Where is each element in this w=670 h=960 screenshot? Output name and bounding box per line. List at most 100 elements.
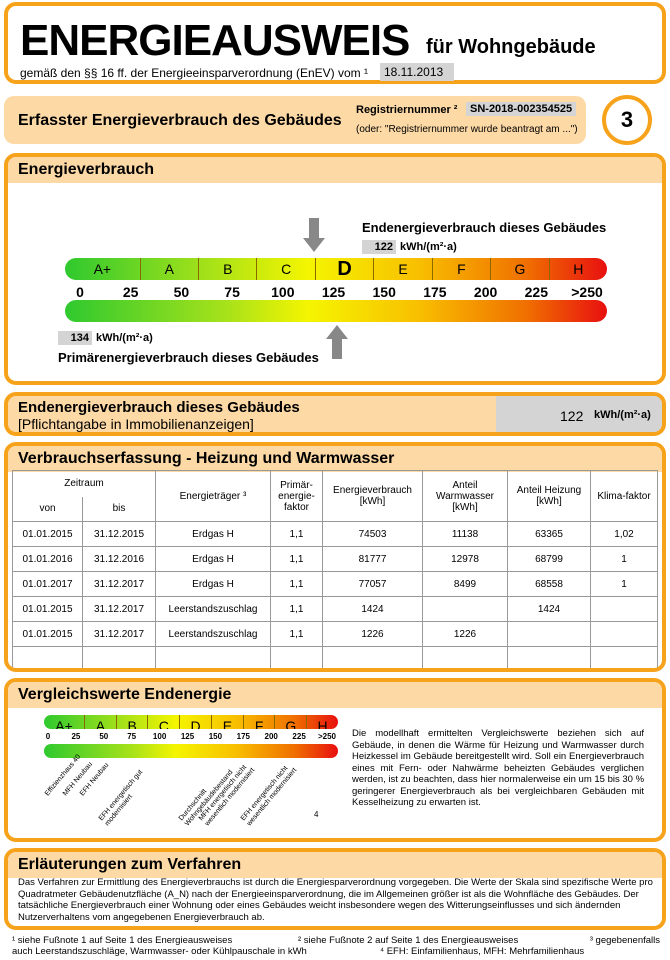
scale-tick: 225 bbox=[524, 284, 548, 300]
table-cell bbox=[590, 596, 658, 622]
table-cell: 1,1 bbox=[270, 596, 323, 622]
th-heizung: Anteil Heizung [kWh] bbox=[507, 470, 591, 522]
explanation-heading: Erläuterungen zum Verfahren bbox=[8, 852, 662, 878]
end-energy-box-subtitle: [Pflichtangabe in Immobilienanzeigen] bbox=[18, 416, 254, 432]
issue-date: 18.11.2013 bbox=[380, 63, 454, 81]
scale-tick: 75 bbox=[224, 284, 240, 300]
scale-tick: 25 bbox=[122, 284, 139, 300]
header-box: ENERGIEAUSWEIS für Wohngebäude gemäß den… bbox=[4, 2, 666, 84]
table-cell: Leerstandszuschlag bbox=[155, 621, 271, 647]
footnote-2: ² siehe Fußnote 2 auf Seite 1 des Energi… bbox=[298, 935, 519, 946]
energy-heading: Energieverbrauch bbox=[8, 157, 662, 183]
th-energietraeger: Energieträger ³ bbox=[155, 470, 271, 522]
energy-class-E: E bbox=[212, 715, 244, 729]
th-energieverbrauch: Energieverbrauch [kWh] bbox=[322, 470, 423, 522]
scale-tick: 50 bbox=[99, 732, 109, 741]
table-cell: 1226 bbox=[322, 621, 423, 647]
primary-energy-arrow-icon bbox=[326, 325, 348, 359]
table-cell: 8499 bbox=[422, 571, 508, 597]
end-energy-box-title: Endenergieverbrauch dieses Gebäudes bbox=[18, 399, 300, 416]
comparison-footnote-mark: 4 bbox=[314, 810, 319, 819]
energy-class-H: H bbox=[573, 261, 584, 277]
table-row: 01.01.2017 31.12.2017 Erdgas H 1,1 77057 8499… bbox=[12, 571, 658, 597]
table-cell bbox=[422, 596, 508, 622]
table-cell: 77057 bbox=[322, 571, 423, 597]
table-cell: 31.12.2015 bbox=[82, 521, 156, 547]
table-cell bbox=[322, 646, 423, 668]
end-energy-label: Endenergieverbrauch dieses Gebäudes bbox=[362, 220, 607, 235]
table-cell: 01.01.2015 bbox=[12, 596, 83, 622]
th-zeitraum: Zeitraum bbox=[12, 470, 156, 497]
energy-class-F: F bbox=[433, 258, 492, 280]
table-row: 01.01.2015 31.12.2015 Erdgas H 1,1 74503 1113… bbox=[12, 521, 658, 547]
table-cell: 01.01.2015 bbox=[12, 521, 83, 547]
end-energy-box: Endenergieverbrauch dieses Gebäudes [Pfl… bbox=[4, 392, 666, 436]
explanation-section: Erläuterungen zum Verfahren Das Verfahre… bbox=[4, 848, 666, 930]
table-cell: 01.01.2017 bbox=[12, 571, 83, 597]
scale-tick: 225 bbox=[292, 732, 306, 741]
scale-tick: >250 bbox=[571, 284, 603, 300]
end-energy-box-value: 122 bbox=[560, 408, 584, 424]
table-cell: 74503 bbox=[322, 521, 423, 547]
scale-tick: 200 bbox=[264, 732, 278, 741]
th-warmwasser: Anteil Warmwasser [kWh] bbox=[422, 470, 508, 522]
energy-class-E: E bbox=[374, 258, 433, 280]
scale-tick: 150 bbox=[208, 732, 223, 741]
table-cell: 01.01.2016 bbox=[12, 546, 83, 572]
table-cell: 31.12.2017 bbox=[82, 596, 156, 622]
primary-energy-label: Primärenergieverbrauch dieses Gebäudes bbox=[58, 350, 319, 365]
table-cell: 1 bbox=[590, 546, 658, 572]
page-number: 3 bbox=[602, 95, 652, 145]
table-cell bbox=[270, 646, 323, 668]
table-cell bbox=[12, 646, 83, 668]
energy-class-scale: A+ A B C D E F G H bbox=[65, 258, 607, 280]
footnote-3-cont: auch Leerstandszuschläge, Warmwasser- od… bbox=[12, 946, 307, 957]
table-cell bbox=[82, 646, 156, 668]
section-bar: Erfasster Energieverbrauch des Gebäudes … bbox=[4, 96, 586, 144]
energy-class-D: D bbox=[316, 258, 375, 280]
end-energy-unit: kWh/(m²·a) bbox=[400, 241, 457, 253]
registration-label: Registriernummer ² bbox=[356, 104, 458, 116]
comparison-section: Vergleichswerte Endenergie bbox=[4, 678, 666, 842]
table-cell bbox=[155, 646, 271, 668]
section-title: Erfasster Energieverbrauch des Gebäudes bbox=[18, 112, 342, 129]
legal-basis: gemäß den §§ 16 ff. der Energieeinsparve… bbox=[20, 66, 368, 80]
table-cell: Erdgas H bbox=[155, 521, 271, 547]
end-energy-arrow-icon bbox=[303, 218, 325, 252]
table-cell bbox=[507, 646, 591, 668]
table-cell bbox=[507, 621, 591, 647]
registration-note: (oder: "Registriernummer wurde beantragt… bbox=[356, 124, 578, 135]
table-cell: 1424 bbox=[507, 596, 591, 622]
footnote-4: ⁴ EFH: Einfamilienhaus, MFH: Mehrfamilie… bbox=[380, 946, 585, 957]
scale-tick: >250 bbox=[317, 732, 337, 741]
comparison-class-scale: A+ A B C D E F G H bbox=[44, 715, 338, 729]
energy-class-F: F bbox=[244, 715, 276, 729]
table-cell: 68558 bbox=[507, 571, 591, 597]
registration-number: SN-2018-002354525 bbox=[466, 102, 577, 116]
scale-tick: 125 bbox=[321, 284, 346, 300]
energy-class-A: A bbox=[141, 258, 200, 280]
consumption-heading: Verbrauchserfassung - Heizung und Warmwa… bbox=[8, 446, 662, 472]
energy-class-A: A bbox=[85, 715, 117, 729]
primary-energy-value: 134 bbox=[58, 331, 92, 345]
table-row: 01.01.2015 31.12.2017 Leerstandszuschlag 1,… bbox=[12, 596, 658, 622]
energy-class-D: D bbox=[180, 715, 212, 729]
scale-tick: 0 bbox=[45, 732, 51, 741]
footnote-3: ³ gegebenenfalls bbox=[589, 935, 660, 946]
scale-tick: 200 bbox=[473, 284, 498, 300]
energy-class-C: C bbox=[148, 715, 181, 729]
table-cell bbox=[590, 646, 658, 668]
th-klimafaktor: Klima-faktor bbox=[590, 470, 658, 522]
end-energy-box-unit: kWh/(m²·a) bbox=[594, 409, 651, 421]
comparison-heading: Vergleichswerte Endenergie bbox=[8, 682, 662, 708]
th-bis: bis bbox=[82, 496, 156, 522]
table-cell: 1226 bbox=[422, 621, 508, 647]
energy-class-G: G bbox=[275, 715, 308, 729]
energy-gradient-bar bbox=[65, 300, 607, 322]
end-energy-value: 122 bbox=[362, 240, 396, 254]
table-row: 01.01.2016 31.12.2016 Erdgas H 1,1 81777 1297… bbox=[12, 546, 658, 572]
table-cell: 1,02 bbox=[590, 521, 658, 547]
scale-tick: 150 bbox=[372, 284, 396, 300]
scale-tick: 175 bbox=[423, 284, 447, 300]
th-von: von bbox=[12, 496, 83, 522]
